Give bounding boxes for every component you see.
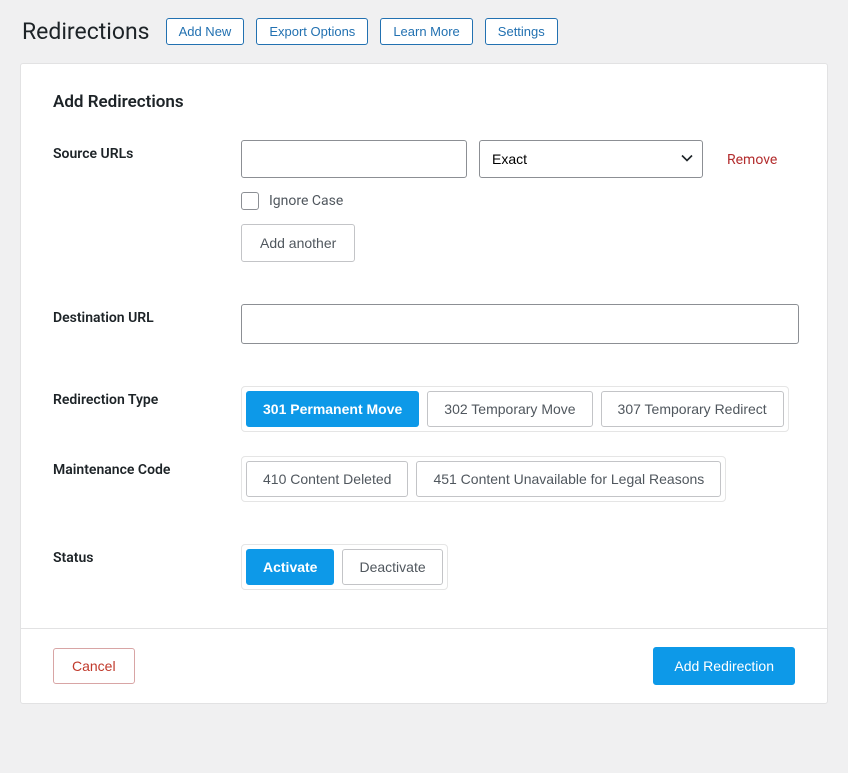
- add-redirection-button[interactable]: Add Redirection: [653, 647, 795, 685]
- match-type-select-wrap: Exact: [479, 140, 703, 178]
- source-urls-row: Source URLs Exact Remove Ignore Case: [53, 140, 795, 262]
- status-deactivate-button[interactable]: Deactivate: [342, 549, 442, 585]
- page-title: Redirections: [22, 18, 150, 45]
- destination-url-label: Destination URL: [53, 304, 241, 326]
- panel-body: Add Redirections Source URLs Exact Remov…: [21, 64, 827, 628]
- maintenance-code-group: 410 Content Deleted 451 Content Unavaila…: [241, 456, 726, 502]
- redirection-type-field: 301 Permanent Move 302 Temporary Move 30…: [241, 386, 795, 432]
- panel-footer: Cancel Add Redirection: [21, 628, 827, 703]
- remove-source-link[interactable]: Remove: [727, 150, 777, 168]
- ignore-case-label: Ignore Case: [269, 193, 343, 209]
- source-urls-fields: Exact Remove Ignore Case Add another: [241, 140, 795, 262]
- cancel-button[interactable]: Cancel: [53, 648, 135, 684]
- destination-url-field: [241, 304, 799, 344]
- status-group: Activate Deactivate: [241, 544, 448, 590]
- maintenance-code-label: Maintenance Code: [53, 456, 241, 478]
- destination-url-input[interactable]: [241, 304, 799, 344]
- redirection-301-button[interactable]: 301 Permanent Move: [246, 391, 419, 427]
- page-header: Redirections Add New Export Options Lear…: [20, 18, 828, 45]
- status-label: Status: [53, 544, 241, 566]
- maintenance-451-button[interactable]: 451 Content Unavailable for Legal Reason…: [416, 461, 721, 497]
- redirection-type-group: 301 Permanent Move 302 Temporary Move 30…: [241, 386, 789, 432]
- destination-url-row: Destination URL: [53, 304, 795, 344]
- learn-more-button[interactable]: Learn More: [380, 18, 472, 45]
- status-activate-button[interactable]: Activate: [246, 549, 334, 585]
- status-field: Activate Deactivate: [241, 544, 795, 590]
- maintenance-410-button[interactable]: 410 Content Deleted: [246, 461, 408, 497]
- maintenance-code-field: 410 Content Deleted 451 Content Unavaila…: [241, 456, 795, 502]
- ignore-case-checkbox[interactable]: [241, 192, 259, 210]
- source-url-line: Exact Remove: [241, 140, 795, 178]
- add-redirections-panel: Add Redirections Source URLs Exact Remov…: [20, 63, 828, 704]
- source-urls-label: Source URLs: [53, 140, 241, 162]
- add-new-button[interactable]: Add New: [166, 18, 245, 45]
- maintenance-code-row: Maintenance Code 410 Content Deleted 451…: [53, 456, 795, 502]
- add-another-button[interactable]: Add another: [241, 224, 355, 262]
- redirection-type-label: Redirection Type: [53, 386, 241, 408]
- settings-button[interactable]: Settings: [485, 18, 558, 45]
- match-type-select[interactable]: Exact: [479, 140, 703, 178]
- source-url-input[interactable]: [241, 140, 467, 178]
- redirection-307-button[interactable]: 307 Temporary Redirect: [601, 391, 784, 427]
- export-options-button[interactable]: Export Options: [256, 18, 368, 45]
- redirection-302-button[interactable]: 302 Temporary Move: [427, 391, 592, 427]
- status-row: Status Activate Deactivate: [53, 544, 795, 590]
- ignore-case-row: Ignore Case: [241, 192, 795, 210]
- redirection-type-row: Redirection Type 301 Permanent Move 302 …: [53, 386, 795, 432]
- panel-title: Add Redirections: [53, 92, 795, 112]
